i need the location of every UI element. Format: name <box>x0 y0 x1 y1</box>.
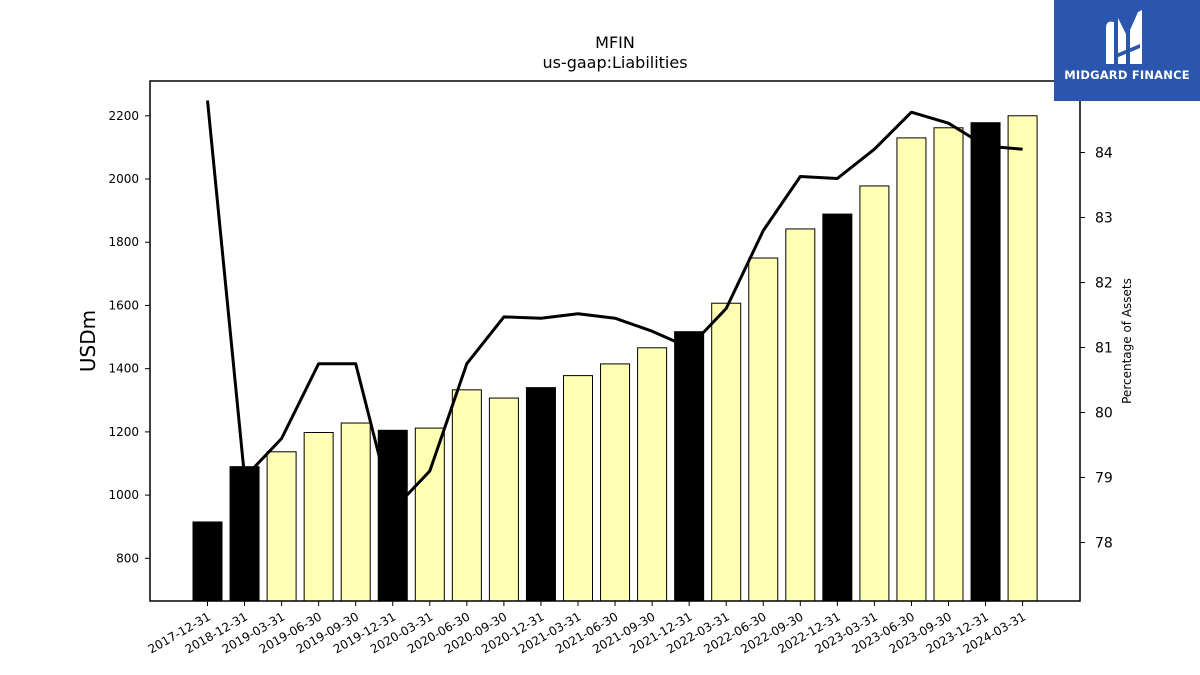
bar-2023-03-31 <box>859 185 890 602</box>
y-tick-label: 1000 <box>108 488 139 502</box>
line-series <box>206 100 1023 512</box>
bar-2023-12-31 <box>970 122 1001 602</box>
y2-tick-label: 83 <box>1095 211 1113 227</box>
y-tick-label: 1800 <box>108 235 139 249</box>
bar-series <box>192 115 1038 602</box>
y-tick-label: 2200 <box>108 109 139 123</box>
y2-tick-label: 81 <box>1095 341 1113 357</box>
y2-tick-label: 82 <box>1095 276 1113 292</box>
y2-axis-label: Percentage of Assets <box>1120 278 1134 404</box>
midgard-m-logo-icon <box>1106 10 1142 65</box>
y-tick-label: 800 <box>116 551 139 565</box>
bar-2019-03-31 <box>266 451 297 602</box>
bar-2021-12-31 <box>674 331 705 602</box>
bar-2020-12-31 <box>525 387 556 602</box>
logo-text: MIDGARD FINANCE <box>1064 68 1190 82</box>
midgard-finance-logo: MIDGARD FINANCE <box>1054 0 1200 101</box>
y-tick-label: 1600 <box>108 298 139 312</box>
bar-2021-09-30 <box>637 347 668 602</box>
y-tick-label: 1200 <box>108 425 139 439</box>
bar-2020-06-30 <box>451 389 482 602</box>
bar-2022-03-31 <box>711 302 742 602</box>
bar-2022-09-30 <box>785 228 816 602</box>
bar-2020-09-30 <box>488 397 519 602</box>
bar-2022-06-30 <box>748 257 779 602</box>
bar-2020-03-31 <box>414 427 445 602</box>
bar-2024-03-31 <box>1007 115 1038 602</box>
bar-2019-06-30 <box>303 432 334 602</box>
y2-tick-label: 80 <box>1095 406 1113 422</box>
y2-tick-label: 84 <box>1095 146 1113 162</box>
percentage-line <box>206 100 1023 512</box>
chart-title: MFIN <box>595 33 635 52</box>
bar-2021-06-30 <box>600 363 631 602</box>
bar-2023-09-30 <box>933 127 964 602</box>
bar-2023-06-30 <box>896 137 927 602</box>
y2-tick-label: 78 <box>1095 536 1113 552</box>
y-axis-label: USDm <box>76 310 100 372</box>
bar-2017-12-31 <box>192 521 223 602</box>
y-tick-label: 2000 <box>108 172 139 186</box>
bar-2022-12-31 <box>822 213 853 602</box>
chart-subtitle: us-gaap:Liabilities <box>542 53 687 72</box>
y-tick-label: 1400 <box>108 362 139 376</box>
bar-2021-03-31 <box>563 375 593 602</box>
y2-tick-label: 79 <box>1095 471 1113 487</box>
bar-2019-12-31 <box>377 429 408 602</box>
bar-2018-12-31 <box>229 466 260 602</box>
bar-2019-09-30 <box>340 422 371 602</box>
